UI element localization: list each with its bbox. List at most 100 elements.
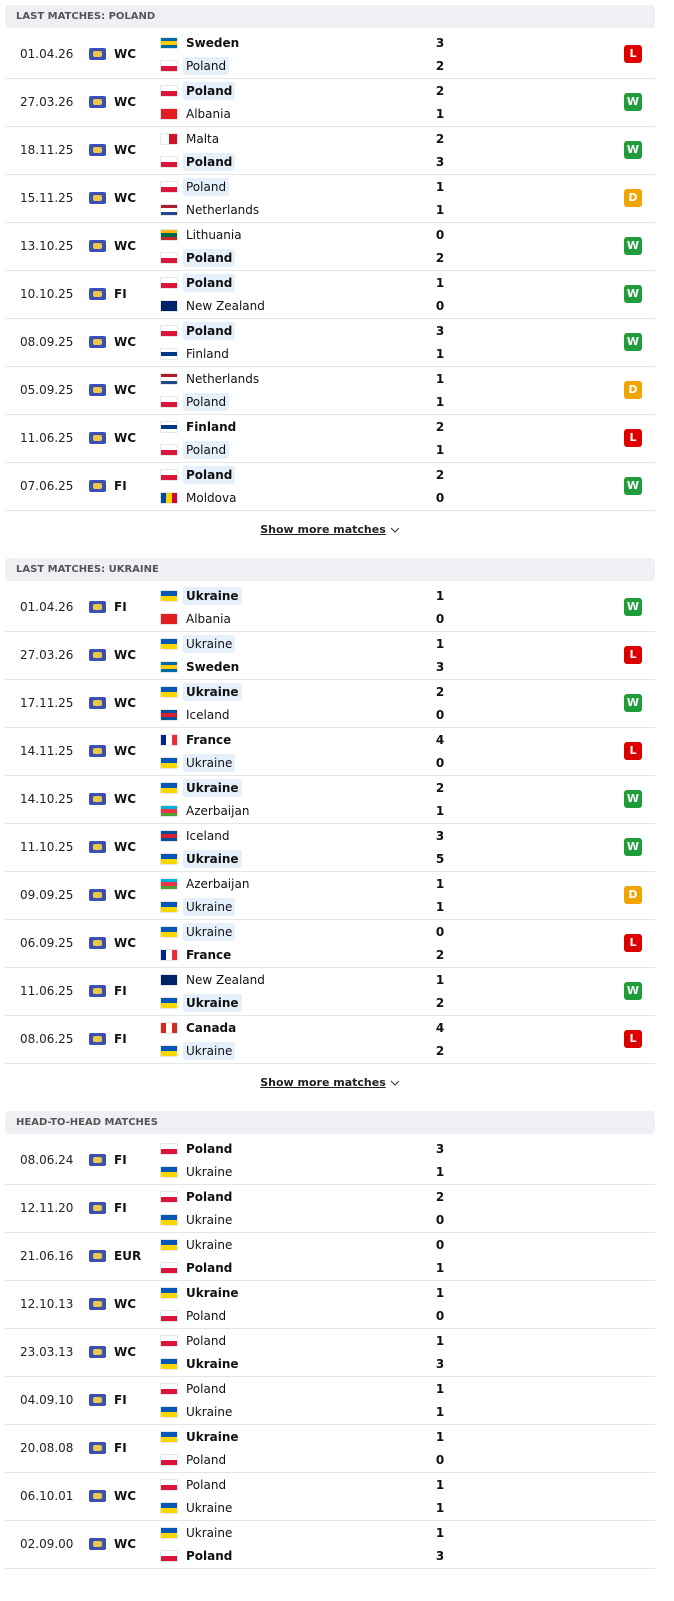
match-date: 12.10.13: [20, 1297, 74, 1311]
chevron-icon[interactable]: [390, 527, 400, 533]
competition-icon: [89, 384, 106, 396]
match-row[interactable]: 07.06.25 FI Poland 2 Moldova 0 W: [5, 463, 655, 511]
team-name: Sweden: [186, 36, 240, 50]
team-name: Ukraine: [186, 1238, 233, 1252]
team-flag: [161, 975, 177, 985]
match-row[interactable]: 21.06.16 EUR Ukraine 0 Poland 1: [5, 1233, 655, 1281]
match-row[interactable]: 06.10.01 WC Poland 1 Ukraine 1: [5, 1473, 655, 1521]
team-score: 1: [435, 203, 445, 217]
team-score: 2: [435, 59, 445, 73]
match-date: 13.10.25: [20, 239, 74, 253]
match-row[interactable]: 15.11.25 WC Poland 1 Netherlands 1 D: [5, 175, 655, 223]
match-date: 08.06.25: [20, 1032, 74, 1046]
competition-icon: [89, 1394, 106, 1406]
match-date: 27.03.26: [20, 648, 74, 662]
team-flag: [161, 1192, 177, 1202]
match-date: 05.09.25: [20, 383, 74, 397]
competition-icon: [89, 985, 106, 997]
result-badge: W: [624, 694, 642, 712]
team-flag: [161, 1480, 177, 1490]
team-name: Poland: [183, 249, 236, 267]
team-score: 2: [435, 251, 445, 265]
show-more-link[interactable]: Show more matches: [260, 1076, 386, 1089]
match-row[interactable]: 02.09.00 WC Ukraine 1 Poland 3: [5, 1521, 655, 1569]
competition-icon: [89, 432, 106, 444]
match-row[interactable]: 01.04.26 WC Sweden 3 Poland 2 L: [5, 31, 655, 79]
team-flag: [161, 61, 177, 71]
match-row[interactable]: 17.11.25 WC Ukraine 2 Iceland 0 W: [5, 680, 655, 728]
team-score: 1: [435, 1478, 445, 1492]
team-flag: [161, 639, 177, 649]
match-row[interactable]: 12.11.20 FI Poland 2 Ukraine 0: [5, 1185, 655, 1233]
result-badge: W: [624, 237, 642, 255]
match-row[interactable]: 08.06.24 FI Poland 3 Ukraine 1: [5, 1137, 655, 1185]
team-name: Poland: [186, 1334, 227, 1348]
team-score: 0: [435, 925, 445, 939]
match-row[interactable]: 27.03.26 WC Poland 2 Albania 1 W: [5, 79, 655, 127]
team-score: 1: [435, 1165, 445, 1179]
team-name: Finland: [186, 420, 237, 434]
match-row[interactable]: 08.09.25 WC Poland 3 Finland 1 W: [5, 319, 655, 367]
team-flag: [161, 157, 177, 167]
match-row[interactable]: 11.10.25 WC Iceland 3 Ukraine 5 W: [5, 824, 655, 872]
match-row[interactable]: 08.06.25 FI Canada 4 Ukraine 2 L: [5, 1016, 655, 1064]
match-row[interactable]: 18.11.25 WC Malta 2 Poland 3 W: [5, 127, 655, 175]
team-name: France: [186, 948, 232, 962]
result-badge: W: [624, 93, 642, 111]
team-flag: [161, 1144, 177, 1154]
team-name: Poland: [186, 1478, 227, 1492]
competition-icon: [89, 841, 106, 853]
chevron-icon[interactable]: [390, 1080, 400, 1086]
team-flag: [161, 1288, 177, 1298]
team-score: 3: [435, 324, 445, 338]
match-row[interactable]: 09.09.25 WC Azerbaijan 1 Ukraine 1 D: [5, 872, 655, 920]
result-badge: W: [624, 982, 642, 1000]
show-more-link[interactable]: Show more matches: [260, 523, 386, 536]
team-name: Poland: [186, 1190, 233, 1204]
match-row[interactable]: 14.11.25 WC France 4 Ukraine 0 L: [5, 728, 655, 776]
team-flag: [161, 1384, 177, 1394]
match-date: 23.03.13: [20, 1345, 74, 1359]
match-row[interactable]: 11.06.25 FI New Zealand 1 Ukraine 2 W: [5, 968, 655, 1016]
competition-icon: [89, 1346, 106, 1358]
team-flag: [161, 1215, 177, 1225]
team-score: 5: [435, 852, 445, 866]
team-flag: [161, 1432, 177, 1442]
result-badge: W: [624, 477, 642, 495]
team-name: Poland: [183, 57, 230, 75]
match-row[interactable]: 01.04.26 FI Ukraine 1 Albania 0 W: [5, 584, 655, 632]
competition: WC: [114, 1345, 137, 1359]
team-score: 0: [435, 612, 445, 626]
team-score: 1: [435, 804, 445, 818]
match-row[interactable]: 12.10.13 WC Ukraine 1 Poland 0: [5, 1281, 655, 1329]
competition-icon: [89, 336, 106, 348]
team-score: 2: [435, 468, 445, 482]
match-row[interactable]: 20.08.08 FI Ukraine 1 Poland 0: [5, 1425, 655, 1473]
team-name: Poland: [183, 393, 230, 411]
team-score: 1: [435, 1405, 445, 1419]
competition-icon: [89, 649, 106, 661]
competition-icon: [89, 793, 106, 805]
match-row[interactable]: 13.10.25 WC Lithuania 0 Poland 2 W: [5, 223, 655, 271]
match-row[interactable]: 27.03.26 WC Ukraine 1 Sweden 3 L: [5, 632, 655, 680]
result-badge: L: [624, 45, 642, 63]
match-row[interactable]: 10.10.25 FI Poland 1 New Zealand 0 W: [5, 271, 655, 319]
team-name: Albania: [186, 612, 231, 626]
team-flag: [161, 735, 177, 745]
team-name: Ukraine: [186, 1357, 239, 1371]
match-row[interactable]: 06.09.25 WC Ukraine 0 France 2 L: [5, 920, 655, 968]
team-score: 3: [435, 829, 445, 843]
team-name: Ukraine: [183, 1042, 236, 1060]
match-date: 01.04.26: [20, 600, 74, 614]
team-name: Lithuania: [186, 228, 242, 242]
team-flag: [161, 710, 177, 720]
match-row[interactable]: 04.09.10 FI Poland 1 Ukraine 1: [5, 1377, 655, 1425]
team-flag: [161, 182, 177, 192]
match-row[interactable]: 05.09.25 WC Netherlands 1 Poland 1 D: [5, 367, 655, 415]
match-row[interactable]: 14.10.25 WC Ukraine 2 Azerbaijan 1 W: [5, 776, 655, 824]
match-row[interactable]: 11.06.25 WC Finland 2 Poland 1 L: [5, 415, 655, 463]
team-name: Finland: [186, 347, 229, 361]
competition: FI: [114, 1153, 127, 1167]
team-flag: [161, 134, 177, 144]
match-row[interactable]: 23.03.13 WC Poland 1 Ukraine 3: [5, 1329, 655, 1377]
